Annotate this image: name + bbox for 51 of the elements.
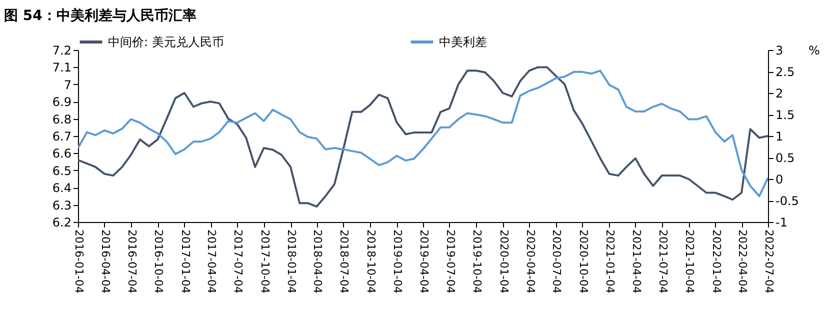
x-tick-label: 2018-01-04 bbox=[285, 230, 298, 294]
x-tick-label: 2019-04-04 bbox=[417, 230, 430, 294]
legend-label: 中间价: 美元兑人民币 bbox=[108, 35, 224, 49]
y-tick-label: 7 bbox=[64, 78, 72, 92]
x-tick-label: 2017-07-04 bbox=[232, 230, 245, 294]
y-tick-label: 6.2 bbox=[52, 216, 72, 230]
x-tick-label: 2020-04-04 bbox=[524, 230, 537, 294]
y2-tick-label: 0 bbox=[776, 172, 784, 186]
y-tick-label: 6.4 bbox=[52, 181, 72, 196]
y2-tick-label: 2.5 bbox=[776, 65, 795, 79]
y-tick-label: 6.9 bbox=[52, 95, 72, 110]
y2-tick-label: 1.5 bbox=[776, 108, 795, 122]
x-tick-label: 2021-01-04 bbox=[604, 230, 617, 294]
y-tick-label: 6.3 bbox=[52, 198, 72, 212]
x-tick-label: 2020-10-04 bbox=[576, 230, 590, 294]
x-tick-label: 2020-07-04 bbox=[550, 230, 564, 294]
chart-title: 图 54：中美利差与人民币汇率 bbox=[4, 7, 196, 24]
y-tick-label: 6.5 bbox=[52, 164, 72, 178]
x-tick-label: 2022-07-04 bbox=[762, 230, 776, 294]
y-tick-label: 7.1 bbox=[52, 60, 72, 75]
y2-axis-title: % bbox=[808, 44, 820, 58]
x-tick-label: 2022-01-04 bbox=[710, 230, 723, 294]
x-tick-label: 2020-01-04 bbox=[497, 230, 510, 294]
y-tick-label: 6.8 bbox=[52, 112, 72, 126]
y-tick-label: 7.2 bbox=[52, 44, 72, 58]
x-tick-label: 2016-04-04 bbox=[98, 230, 112, 294]
x-tick-label: 2018-07-04 bbox=[338, 230, 351, 294]
x-tick-label: 2018-04-04 bbox=[311, 230, 324, 294]
y-tick-label: 6.6 bbox=[52, 146, 72, 161]
x-tick-label: 2017-04-04 bbox=[205, 230, 218, 294]
x-tick-label: 2018-10-04 bbox=[364, 230, 378, 294]
y2-tick-label: 3 bbox=[776, 44, 784, 58]
x-tick-label: 2021-10-04 bbox=[683, 230, 696, 294]
x-tick-label: 2021-07-04 bbox=[656, 230, 670, 294]
x-tick-label: 2022-04-04 bbox=[736, 230, 750, 294]
x-tick-label: 2017-10-04 bbox=[258, 230, 272, 294]
x-tick-label: 2019-10-04 bbox=[470, 230, 484, 294]
x-tick-label: 2021-04-04 bbox=[630, 230, 643, 294]
y2-tick-label: 2 bbox=[776, 86, 784, 100]
x-tick-label: 2016-07-04 bbox=[125, 230, 138, 294]
legend-label: 中美利差 bbox=[439, 35, 487, 49]
y2-tick-label: -0.5 bbox=[776, 194, 799, 208]
x-tick-label: 2017-01-04 bbox=[178, 230, 192, 294]
y2-tick-label: 0.5 bbox=[776, 151, 795, 165]
x-tick-label: 2016-10-04 bbox=[152, 230, 166, 294]
y2-tick-label: -1 bbox=[776, 216, 788, 230]
x-tick-label: 2016-01-04 bbox=[72, 230, 86, 294]
x-tick-label: 2019-07-04 bbox=[444, 230, 457, 294]
x-tick-label: 2019-01-04 bbox=[391, 230, 404, 294]
y2-tick-label: 1 bbox=[776, 130, 784, 144]
y-tick-label: 6.7 bbox=[52, 130, 72, 144]
